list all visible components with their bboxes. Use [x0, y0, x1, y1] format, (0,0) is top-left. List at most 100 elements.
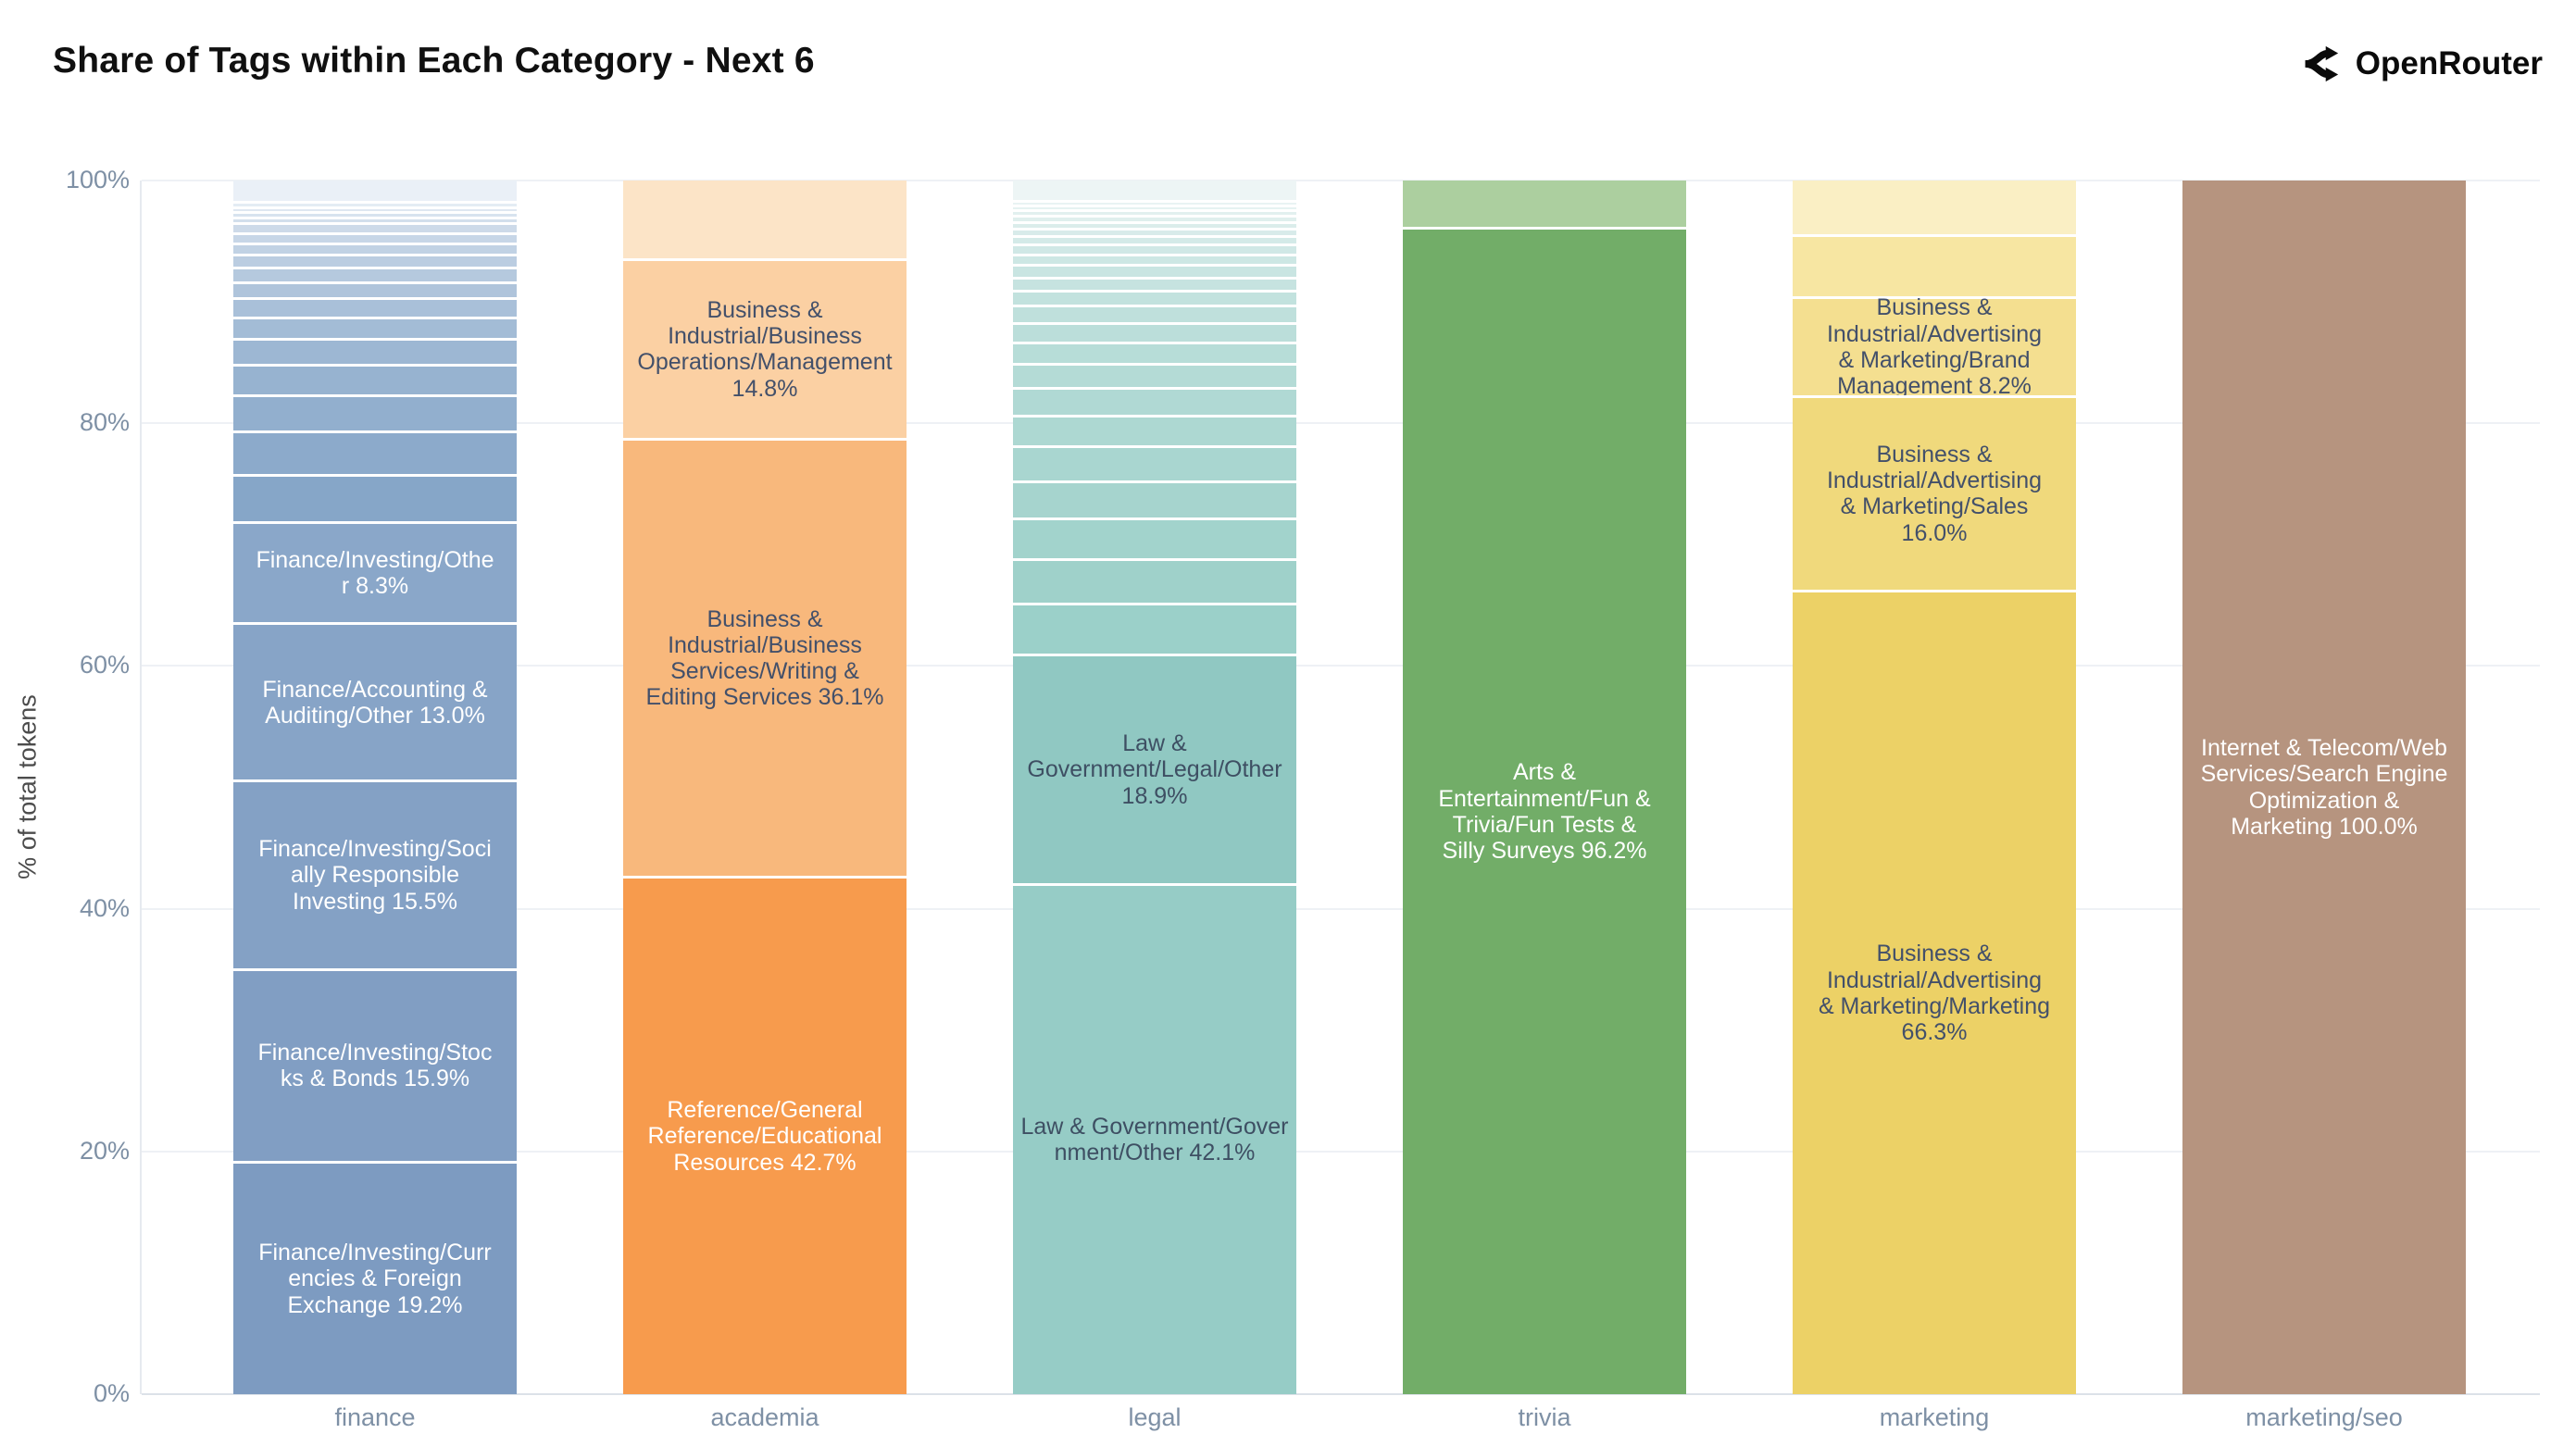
- bar-segment-unlabeled[interactable]: [233, 216, 517, 223]
- bar-segment-unlabeled[interactable]: [1013, 289, 1296, 305]
- gridline: [142, 422, 2540, 425]
- bar-segment-unlabeled[interactable]: [233, 242, 517, 255]
- bar-segment-unlabeled[interactable]: [1013, 215, 1296, 221]
- bar-segment-unlabeled[interactable]: [233, 280, 517, 298]
- bar-segment[interactable]: Finance/Investing/Curr encies & Foreign …: [233, 1161, 517, 1394]
- bar-segment-unlabeled[interactable]: [1013, 209, 1296, 216]
- bar-segment[interactable]: Finance/Investing/Stoc ks & Bonds 15.9%: [233, 967, 517, 1162]
- bar-segment-unlabeled[interactable]: [1013, 557, 1296, 604]
- bar-segment[interactable]: Finance/Accounting & Auditing/Other 13.0…: [233, 622, 517, 780]
- bar-segment-unlabeled[interactable]: [233, 231, 517, 243]
- bar-segment-unlabeled[interactable]: [1013, 234, 1296, 244]
- bar-segment[interactable]: Finance/Investing/Soci ally Responsible …: [233, 779, 517, 968]
- bar-segment-unlabeled[interactable]: [233, 222, 517, 232]
- bar-segment-unlabeled[interactable]: [1013, 603, 1296, 654]
- bar-segment-unlabeled[interactable]: [233, 267, 517, 281]
- bar-segment-unlabeled[interactable]: [1013, 414, 1296, 446]
- bar-segment-unlabeled[interactable]: [233, 316, 517, 339]
- page-title: Share of Tags within Each Category - Nex…: [53, 41, 815, 81]
- segment-label: Business & Industrial/Advertising & Mark…: [1818, 941, 2051, 1046]
- y-tick-label: 60%: [79, 651, 130, 679]
- segment-label: Law & Government/Legal/Other 18.9%: [1027, 730, 1282, 809]
- x-axis-label: legal: [1128, 1403, 1182, 1431]
- bar-segment-unlabeled[interactable]: [233, 206, 517, 211]
- bar-marketing[interactable]: Business & Industrial/Advertising & Mark…: [1793, 181, 2076, 1394]
- bar-segment-unlabeled[interactable]: [1013, 228, 1296, 235]
- bar-segment-unlabeled[interactable]: [1013, 363, 1296, 388]
- bar-marketing-seo[interactable]: Internet & Telecom/Web Services/Search E…: [2182, 181, 2466, 1394]
- bar-segment-unlabeled[interactable]: [1013, 199, 1296, 206]
- x-axis-label: marketing: [1879, 1403, 1990, 1431]
- bar-segment-unlabeled[interactable]: [233, 338, 517, 364]
- bar-segment-unlabeled[interactable]: [233, 474, 517, 522]
- bar-segment-unlabeled[interactable]: [233, 181, 517, 202]
- bar-segment-unlabeled[interactable]: [1013, 264, 1296, 277]
- bar-segment-unlabeled[interactable]: [1403, 181, 1686, 227]
- segment-label: Finance/Investing/Othe r 8.3%: [256, 546, 494, 600]
- segment-label: Arts & Entertainment/Fun & Trivia/Fun Te…: [1438, 759, 1651, 865]
- bar-segment-unlabeled[interactable]: [1013, 321, 1296, 342]
- bar-legal[interactable]: Law & Government/Legal/Other 18.9% Law & …: [1013, 181, 1296, 1394]
- bar-segment[interactable]: Business & Industrial/Business Operation…: [623, 257, 907, 438]
- bar-trivia[interactable]: Arts & Entertainment/Fun & Trivia/Fun Te…: [1403, 181, 1686, 1394]
- y-tick-label: 80%: [79, 408, 130, 437]
- bar-finance[interactable]: Finance/Investing/Othe r 8.3% Finance/Acc…: [233, 181, 517, 1394]
- bar-segment[interactable]: Business & Industrial/Business Services/…: [623, 437, 907, 877]
- segment-label: Internet & Telecom/Web Services/Search E…: [2200, 735, 2448, 840]
- segment-label: Finance/Investing/Soci ally Responsible …: [258, 836, 492, 915]
- bar-segment[interactable]: Business & Industrial/Advertising & Mark…: [1793, 294, 2076, 399]
- bar-segment-unlabeled[interactable]: [233, 430, 517, 475]
- y-tick-label: 40%: [79, 893, 130, 922]
- bar-segment-unlabeled[interactable]: [1793, 181, 2076, 234]
- openrouter-icon: [2298, 43, 2341, 85]
- plot-area: Finance/Investing/Othe r 8.3% Finance/Acc…: [140, 180, 2540, 1395]
- openrouter-logo[interactable]: OpenRouter: [2298, 43, 2543, 85]
- bar-segment-unlabeled[interactable]: [233, 201, 517, 206]
- bar-segment-unlabeled[interactable]: [623, 181, 907, 258]
- bar-segment-unlabeled[interactable]: [1013, 341, 1296, 364]
- y-tick-label: 100%: [65, 166, 130, 193]
- bar-segment-unlabeled[interactable]: [233, 363, 517, 394]
- bar-segment-unlabeled[interactable]: [1013, 253, 1296, 265]
- bar-segment[interactable]: Finance/Investing/Othe r 8.3%: [233, 521, 517, 623]
- bar-segment[interactable]: Business & Industrial/Advertising & Mark…: [1793, 395, 2076, 590]
- bar-segment-unlabeled[interactable]: [233, 393, 517, 430]
- y-axis-line: [140, 181, 142, 1394]
- bar-segment-unlabeled[interactable]: [1013, 305, 1296, 322]
- bar-segment-unlabeled[interactable]: [1013, 480, 1296, 518]
- gridline: [142, 665, 2540, 667]
- bar-segment-unlabeled[interactable]: [1013, 276, 1296, 290]
- segment-label: Business & Industrial/Advertising & Mark…: [1826, 441, 2043, 546]
- y-tick-label: 0%: [93, 1379, 130, 1407]
- segment-label: Business & Industrial/Advertising & Mark…: [1826, 294, 2043, 400]
- segment-label: Business & Industrial/Business Services/…: [645, 605, 884, 711]
- bar-segment-unlabeled[interactable]: [1013, 243, 1296, 254]
- segment-label: Finance/Investing/Stoc ks & Bonds 15.9%: [257, 1040, 493, 1092]
- bar-segment[interactable]: Reference/General Reference/Educational …: [623, 876, 907, 1394]
- bar-segment[interactable]: Business & Industrial/Advertising & Mark…: [1793, 589, 2076, 1394]
- bar-segment-unlabeled[interactable]: [233, 210, 517, 217]
- bar-segment-unlabeled[interactable]: [233, 297, 517, 317]
- bar-segment-unlabeled[interactable]: [1013, 205, 1296, 210]
- segment-label: Finance/Investing/Curr encies & Foreign …: [258, 1240, 492, 1318]
- bar-segment-unlabeled[interactable]: [233, 254, 517, 268]
- gridline: [142, 907, 2540, 910]
- segment-label: Finance/Accounting & Auditing/Other 13.0…: [262, 676, 488, 729]
- bar-segment[interactable]: Law & Government/Legal/Other 18.9%: [1013, 654, 1296, 883]
- y-axis-title: % of total tokens: [13, 694, 42, 879]
- bar-segment-unlabeled[interactable]: [1793, 233, 2076, 296]
- bar-segment-unlabeled[interactable]: [1013, 445, 1296, 481]
- bar-segment[interactable]: Internet & Telecom/Web Services/Search E…: [2182, 181, 2466, 1394]
- bar-segment[interactable]: Arts & Entertainment/Fun & Trivia/Fun Te…: [1403, 226, 1686, 1394]
- bar-segment[interactable]: Law & Government/Gover nment/Other 42.1%: [1013, 882, 1296, 1394]
- x-axis-label: academia: [710, 1403, 819, 1431]
- bar-academia[interactable]: Business & Industrial/Business Operation…: [623, 181, 907, 1394]
- segment-label: Reference/General Reference/Educational …: [647, 1097, 882, 1176]
- gridline: [142, 1393, 2540, 1395]
- bar-segment-unlabeled[interactable]: [1013, 181, 1296, 200]
- bar-segment-unlabeled[interactable]: [1013, 220, 1296, 229]
- bar-segment-unlabeled[interactable]: [1013, 517, 1296, 558]
- bar-segment-unlabeled[interactable]: [1013, 387, 1296, 415]
- x-axis-label: finance: [334, 1403, 416, 1431]
- x-axis-label: trivia: [1518, 1403, 1571, 1431]
